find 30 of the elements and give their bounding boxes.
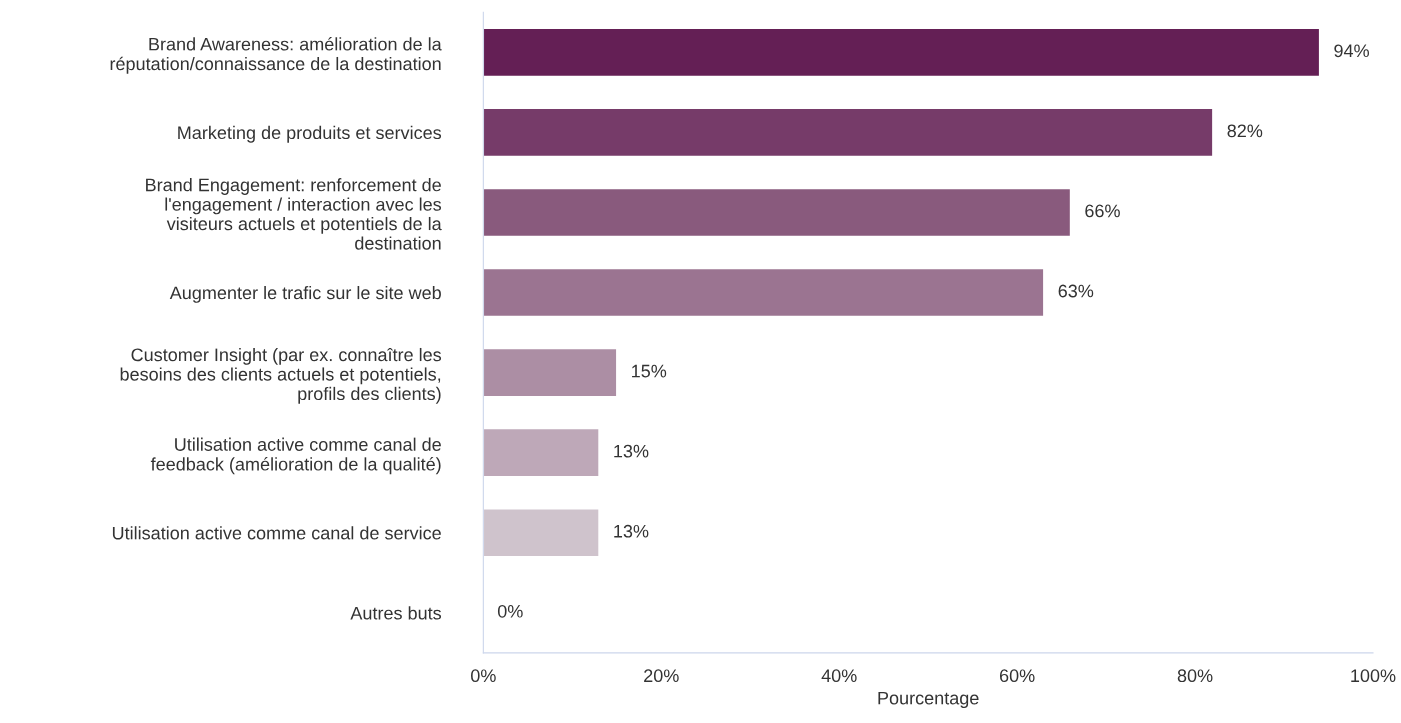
y-tick-label: Autres buts [350, 606, 442, 620]
bar [483, 27, 1321, 78]
y-tick-label: Customer Insight (par ex. connaître les besoins des clients actuels et potentiels, profils des clients) [120, 347, 442, 404]
x-tick-label: 80% [1177, 669, 1213, 683]
data-label: 15% [632, 364, 667, 378]
data-label: 94% [1334, 44, 1369, 58]
bar [483, 267, 1045, 318]
y-tick-label: Marketing de produits et services [178, 125, 442, 143]
y-tick-label: Augmenter le trafic sur le site web [169, 286, 441, 303]
y-tick-label: Brand Engagement: renforcement de l'engagement / interaction avec les visiteurs actuels et potentiels de la destination [146, 178, 442, 250]
data-label: 82% [1227, 124, 1263, 138]
x-tick-label: 40% [821, 669, 857, 683]
data-label: 66% [1085, 204, 1120, 218]
data-label: 0% [497, 604, 523, 618]
y-tick-label: Utilisation active comme canal de feedback (amélioration de la qualité) [150, 437, 441, 475]
bar [483, 107, 1214, 158]
bar [483, 347, 618, 398]
data-label: 13% [614, 524, 649, 538]
x-axis-title: Pourcentage [878, 691, 979, 709]
x-tick-label: 100% [1351, 669, 1396, 683]
data-label: 63% [1058, 284, 1094, 298]
data-label: 13% [614, 444, 649, 458]
y-tick-label: Brand Awareness: amélioration de la réputation/connaissance de la destination [110, 37, 442, 74]
y-tick-label: Utilisation active comme canal de service [112, 526, 441, 540]
x-tick-label: 60% [999, 669, 1035, 683]
bar [483, 187, 1072, 238]
x-tick-label: 20% [644, 669, 679, 683]
bar [483, 427, 600, 478]
x-tick-label: 0% [471, 669, 496, 683]
bar [483, 508, 600, 558]
